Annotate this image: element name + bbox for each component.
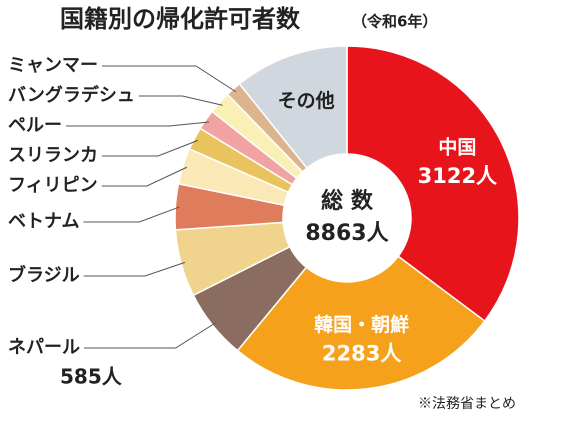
segment-label: ペルー: [8, 115, 62, 136]
leader-line: [101, 166, 188, 187]
value-label: 585人: [60, 365, 123, 389]
center-value: 8863人: [305, 221, 388, 246]
leader-line: [66, 121, 210, 127]
segment-label: ネパール: [8, 337, 80, 358]
segment-label: スリランカ: [8, 145, 98, 166]
value-label: 3122人: [418, 164, 497, 188]
leader-line: [102, 65, 237, 93]
segment-label: その他: [278, 89, 335, 112]
segment-label: 中国: [438, 135, 476, 158]
segment-label: ミャンマー: [8, 55, 98, 76]
segment-label: フィリピン: [8, 175, 98, 196]
leader-line: [83, 206, 180, 223]
center-label: 総 数: [321, 188, 374, 214]
donut-segment: [238, 45, 348, 170]
leader-line: [138, 95, 223, 106]
segment-label: 韓国・朝鮮: [314, 313, 409, 336]
chart-title: 国籍別の帰化許可者数: [60, 5, 301, 33]
segment-label: ベトナム: [8, 211, 79, 232]
leader-line: [102, 139, 199, 157]
donut-segment: [346, 45, 520, 323]
donut-segment: [236, 255, 486, 391]
leader-line: [84, 322, 216, 349]
chart-subtitle: （令和6年）: [352, 13, 437, 31]
leader-line: [83, 261, 186, 277]
value-label: 2283人: [322, 342, 401, 366]
segment-label: ブラジル: [8, 264, 80, 286]
segment-label: バングラデシュ: [8, 84, 135, 106]
source-note: ※法務省まとめ: [418, 396, 516, 412]
